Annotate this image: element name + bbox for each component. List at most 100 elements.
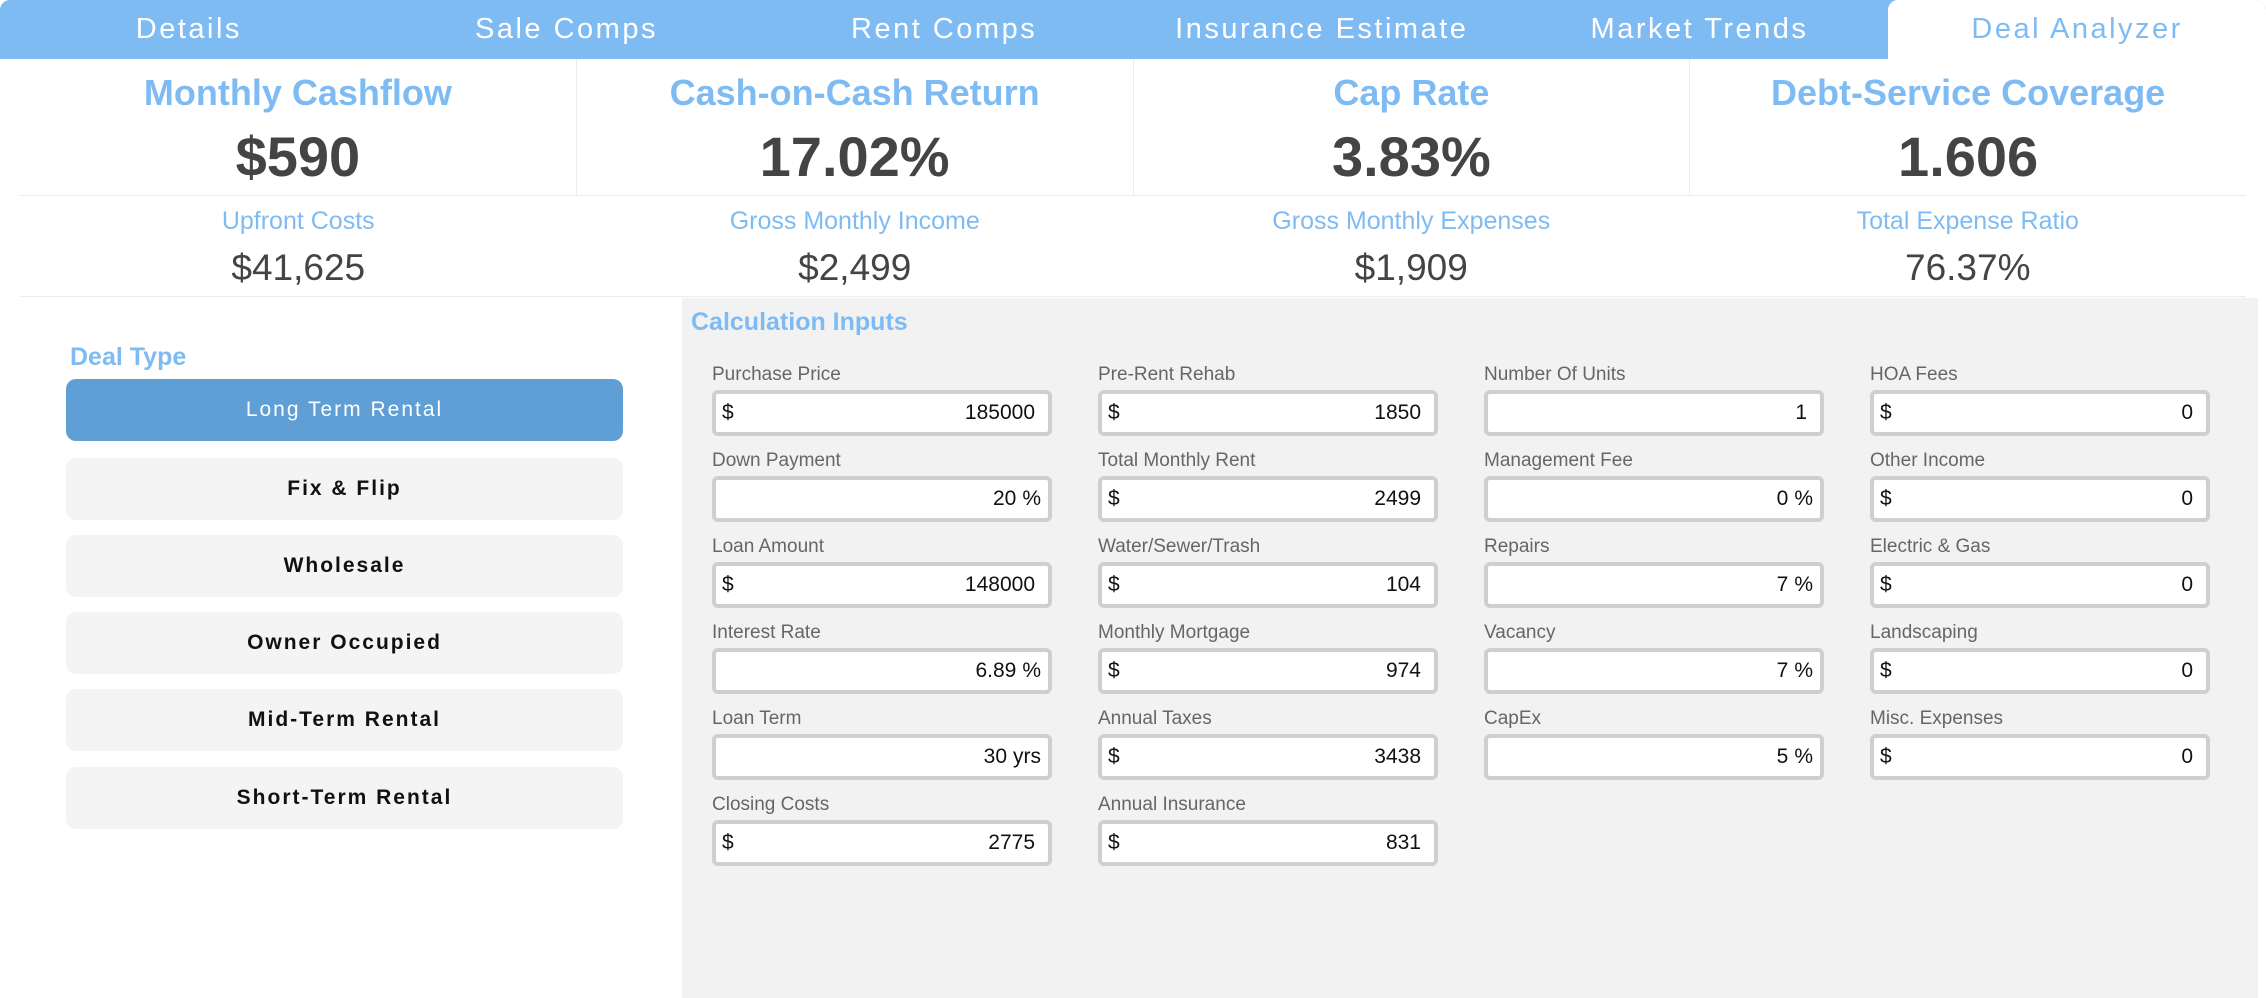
repairs-input[interactable]: 7 %: [1484, 562, 1824, 608]
number-of-units-field: Number Of Units 1: [1484, 364, 1824, 436]
pre-rent-rehab-field: Pre-Rent Rehab $ 1850: [1098, 364, 1438, 436]
field-label: Annual Taxes: [1098, 708, 1212, 729]
hoa-fees-input[interactable]: $ 0: [1870, 390, 2210, 436]
loan-term-field: Loan Term 30 yrs: [712, 708, 1052, 780]
landscaping-input[interactable]: $ 0: [1870, 648, 2210, 694]
down-payment-field: Down Payment 20 %: [712, 450, 1052, 522]
field-label: CapEx: [1484, 708, 1542, 729]
tab-bar: Details Sale Comps Rent Comps Insurance …: [0, 0, 2266, 59]
tab-deal-analyzer[interactable]: Deal Analyzer: [1888, 0, 2266, 59]
deal-type-fix-flip-button[interactable]: Fix & Flip: [66, 458, 623, 520]
field-value: 1850: [1374, 401, 1421, 424]
field-label: Other Income: [1870, 450, 1986, 471]
water-sewer-trash-field: Water/Sewer/Trash $ 104: [1098, 536, 1438, 608]
field-label: Electric & Gas: [1870, 536, 1991, 557]
metric-upfront-costs: Upfront Costs $41,625: [20, 196, 577, 296]
electric-gas-field: Electric & Gas $ 0: [1870, 536, 2210, 608]
field-label: Water/Sewer/Trash: [1098, 536, 1261, 557]
deal-type-short-term-rental-button[interactable]: Short-Term Rental: [66, 767, 623, 829]
annual-taxes-input[interactable]: $ 3438: [1098, 734, 1438, 780]
management-fee-field: Management Fee 0 %: [1484, 450, 1824, 522]
field-prefix: $: [1108, 831, 1120, 854]
misc-expenses-input[interactable]: $ 0: [1870, 734, 2210, 780]
deal-type-mid-term-rental-button[interactable]: Mid-Term Rental: [66, 689, 623, 751]
tab-insurance-estimate[interactable]: Insurance Estimate: [1175, 13, 1469, 45]
field-value: 0: [2181, 659, 2193, 682]
electric-gas-input[interactable]: $ 0: [1870, 562, 2210, 608]
deal-type-long-term-rental-button[interactable]: Long Term Rental: [66, 379, 623, 441]
closing-costs-input[interactable]: $ 2775: [712, 820, 1052, 866]
metric-value: 17.02%: [759, 125, 950, 188]
metric-monthly-cashflow: Monthly Cashflow $590: [20, 59, 577, 195]
vacancy-field: Vacancy 7 %: [1484, 622, 1824, 694]
deal-type-wholesale-button[interactable]: Wholesale: [66, 535, 623, 597]
loan-amount-input[interactable]: $ 148000: [712, 562, 1052, 608]
annual-insurance-input[interactable]: $ 831: [1098, 820, 1438, 866]
interest-rate-input[interactable]: 6.89 %: [712, 648, 1052, 694]
field-label: Loan Term: [712, 708, 802, 729]
field-label: Closing Costs: [712, 794, 830, 815]
purchase-price-input[interactable]: $ 185000: [712, 390, 1052, 436]
water-sewer-trash-input[interactable]: $ 104: [1098, 562, 1438, 608]
repairs-field: Repairs 7 %: [1484, 536, 1824, 608]
field-value: 2775: [988, 831, 1035, 854]
metric-label: Monthly Cashflow: [143, 72, 452, 113]
field-label: Monthly Mortgage: [1098, 622, 1251, 643]
field-value: 1: [1795, 401, 1807, 424]
field-value: 974: [1385, 659, 1421, 682]
field-label: Purchase Price: [712, 364, 841, 385]
other-income-input[interactable]: $ 0: [1870, 476, 2210, 522]
field-prefix: $: [1880, 401, 1892, 424]
capex-input[interactable]: 5 %: [1484, 734, 1824, 780]
metric-total-expense-ratio: Total Expense Ratio 76.37%: [1690, 196, 2247, 296]
pre-rent-rehab-input[interactable]: $ 1850: [1098, 390, 1438, 436]
deal-type-owner-occupied-button[interactable]: Owner Occupied: [66, 612, 623, 674]
field-label: Pre-Rent Rehab: [1098, 364, 1236, 385]
field-suffix: %: [1794, 659, 1813, 682]
vacancy-input[interactable]: 7 %: [1484, 648, 1824, 694]
number-of-units-input[interactable]: 1: [1484, 390, 1824, 436]
field-value: 0: [2181, 573, 2193, 596]
monthly-mortgage-input[interactable]: $ 974: [1098, 648, 1438, 694]
field-value: 2499: [1374, 487, 1421, 510]
field-prefix: $: [722, 573, 734, 596]
tab-sale-comps[interactable]: Sale Comps: [475, 13, 658, 45]
calculation-inputs-panel: Calculation Inputs Purchase Price $ 1850…: [682, 298, 2258, 998]
field-value: 185000: [964, 401, 1035, 424]
field-suffix: %: [1794, 487, 1813, 510]
management-fee-input[interactable]: 0 %: [1484, 476, 1824, 522]
tab-details[interactable]: Details: [135, 13, 242, 45]
annual-insurance-field: Annual Insurance $ 831: [1098, 794, 1438, 866]
field-value: 0: [2181, 401, 2193, 424]
headline-metrics: Monthly Cashflow $590 Cash-on-Cash Retur…: [20, 59, 2246, 196]
metric-label: Gross Monthly Expenses: [1272, 207, 1551, 235]
metric-label: Cash-on-Cash Return: [669, 72, 1040, 113]
tab-market-trends[interactable]: Market Trends: [1590, 13, 1809, 45]
field-prefix: $: [1108, 401, 1120, 424]
field-value: 6.89: [975, 659, 1017, 682]
secondary-metrics: Upfront Costs $41,625 Gross Monthly Inco…: [20, 196, 2246, 297]
tab-rent-comps[interactable]: Rent Comps: [851, 13, 1038, 45]
field-value: 0: [2181, 745, 2193, 768]
field-label: Management Fee: [1484, 450, 1633, 471]
field-label: Number Of Units: [1484, 364, 1626, 385]
field-label: Total Monthly Rent: [1098, 450, 1256, 471]
field-value: 148000: [964, 573, 1035, 596]
loan-term-input[interactable]: 30 yrs: [712, 734, 1052, 780]
field-value: 0: [1776, 487, 1789, 510]
field-value: 30: [983, 745, 1007, 768]
field-value: 7: [1776, 659, 1789, 682]
monthly-mortgage-field: Monthly Mortgage $ 974: [1098, 622, 1438, 694]
loan-amount-field: Loan Amount $ 148000: [712, 536, 1052, 608]
field-value: 20: [992, 487, 1017, 510]
misc-expenses-field: Misc. Expenses $ 0: [1870, 708, 2210, 780]
metric-value: $1,909: [1354, 247, 1468, 288]
field-prefix: $: [1880, 745, 1892, 768]
total-monthly-rent-input[interactable]: $ 2499: [1098, 476, 1438, 522]
metric-label: Gross Monthly Income: [729, 207, 980, 235]
field-value: 104: [1385, 573, 1421, 596]
down-payment-input[interactable]: 20 %: [712, 476, 1052, 522]
total-monthly-rent-field: Total Monthly Rent $ 2499: [1098, 450, 1438, 522]
field-prefix: $: [1108, 487, 1120, 510]
